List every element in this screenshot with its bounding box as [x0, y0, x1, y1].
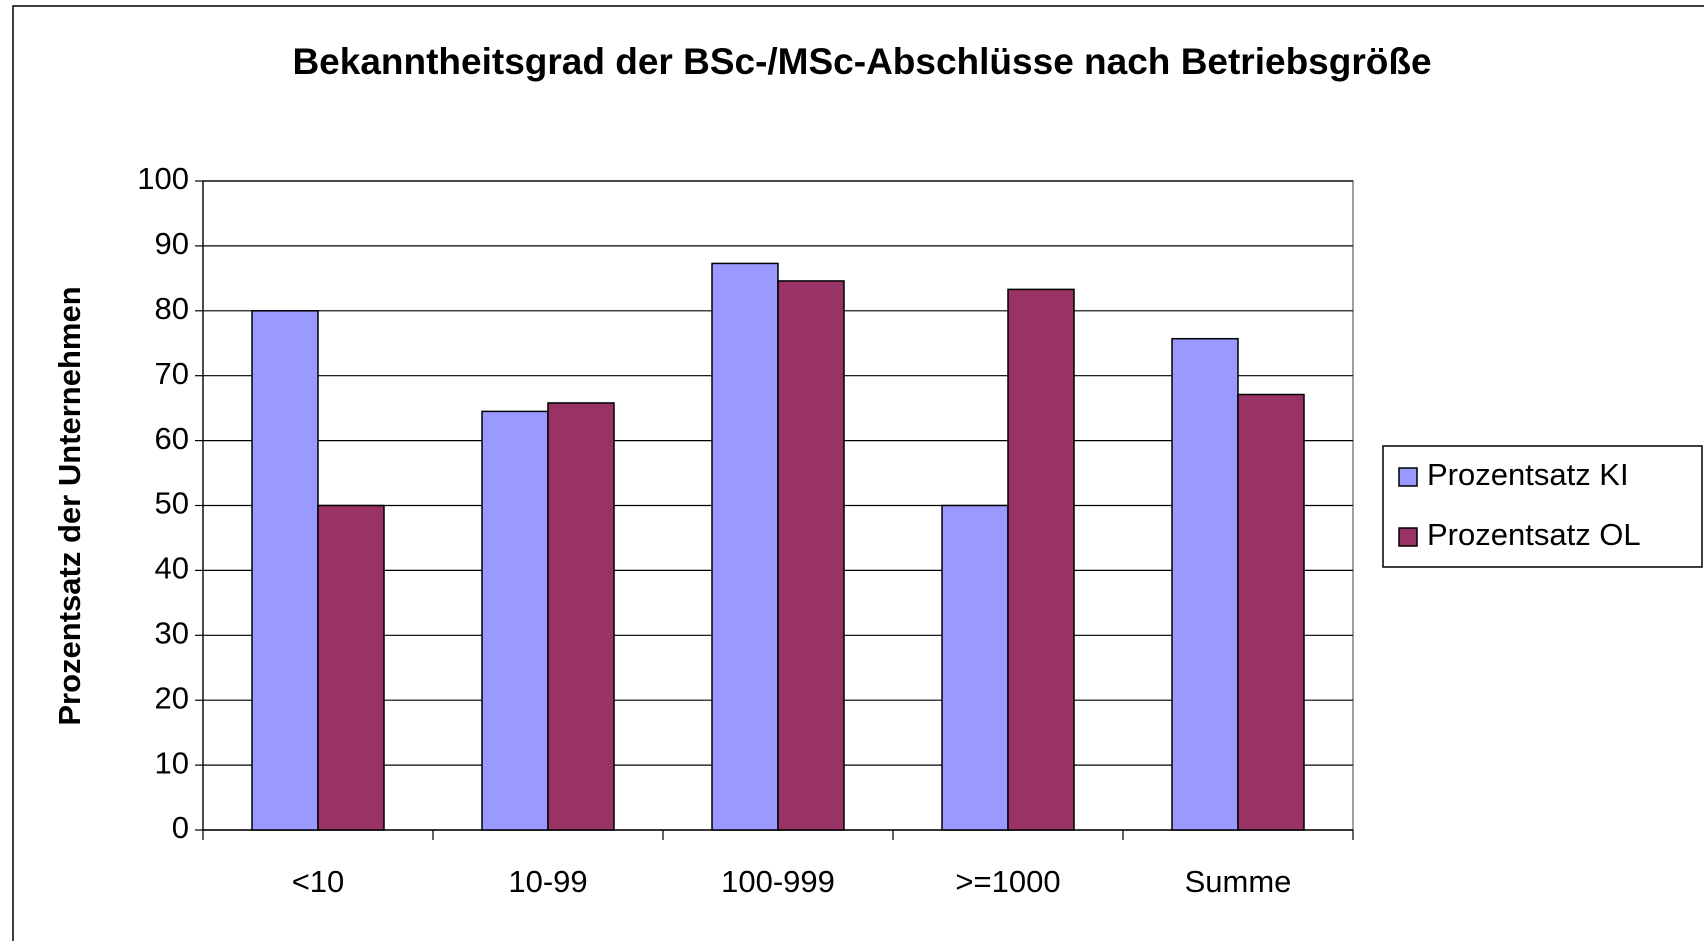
x-tick-label: >=1000 — [955, 864, 1060, 899]
y-tick-label: 0 — [172, 810, 189, 845]
y-tick-label: 40 — [155, 551, 189, 586]
bar — [1171, 337, 1239, 831]
x-tick-label: Summe — [1185, 864, 1292, 899]
y-tick-label: 60 — [155, 421, 189, 456]
legend-box — [1382, 445, 1703, 568]
chart-title: Bekanntheitsgrad der BSc-/MSc-Abschlüsse… — [292, 41, 1431, 82]
y-tick-label: 10 — [155, 745, 189, 780]
y-tick-label: 100 — [137, 161, 189, 196]
bar — [1007, 288, 1075, 831]
legend-swatch — [1398, 527, 1418, 547]
bar — [317, 504, 385, 831]
x-tick-label: <10 — [292, 864, 345, 899]
legend-label: Prozentsatz KI — [1427, 457, 1629, 492]
bar — [251, 310, 319, 831]
legend-swatch — [1398, 467, 1418, 487]
x-tick-label: 10-99 — [508, 864, 587, 899]
bar — [711, 262, 779, 831]
y-tick-label: 70 — [155, 356, 189, 391]
bar — [481, 410, 549, 831]
y-tick-label: 50 — [155, 486, 189, 521]
bar — [1237, 393, 1305, 831]
x-tick-label: 100-999 — [721, 864, 835, 899]
y-tick-label: 90 — [155, 226, 189, 261]
legend-label: Prozentsatz OL — [1427, 517, 1641, 552]
y-tick-label: 20 — [155, 680, 189, 715]
y-tick-label: 80 — [155, 291, 189, 326]
bar — [547, 402, 615, 831]
bar — [941, 504, 1009, 831]
bar — [777, 280, 845, 831]
y-tick-label: 30 — [155, 615, 189, 650]
y-axis-label: Prozentsatz der Unternehmen — [52, 286, 87, 725]
